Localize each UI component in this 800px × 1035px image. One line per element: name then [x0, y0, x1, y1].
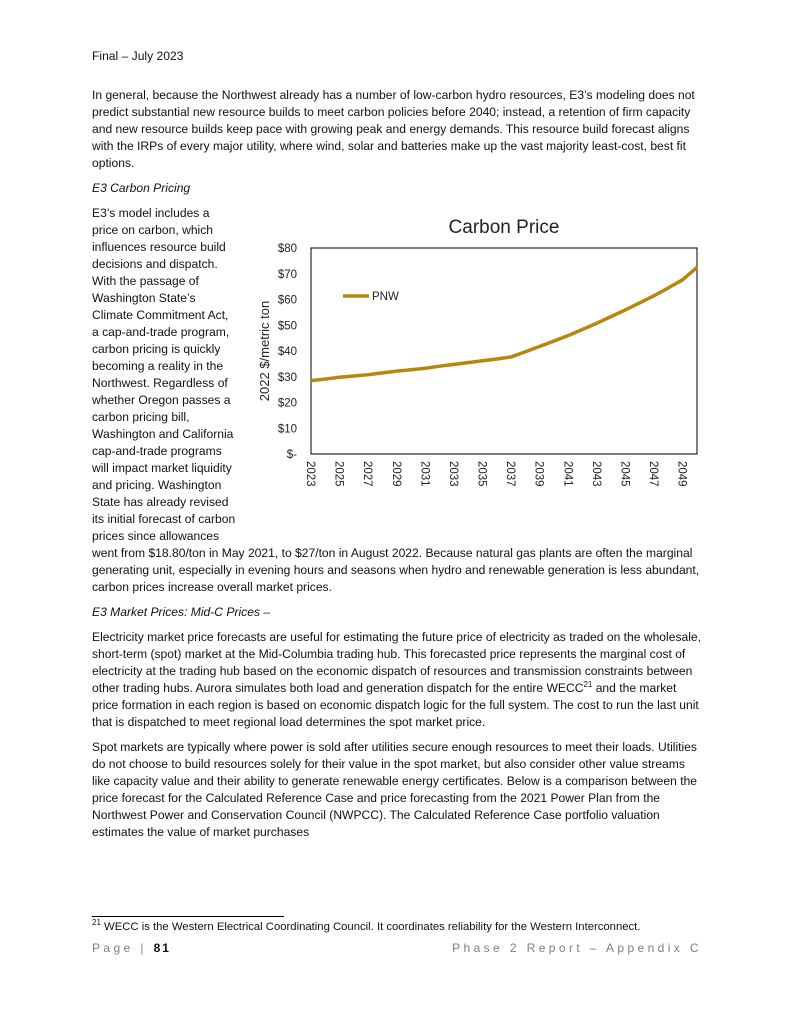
paragraph-spot-markets: Spot markets are typically where power i… — [92, 740, 698, 839]
paragraph-carbon-pricing: E3’s model includes a price on carbon, w… — [92, 206, 700, 594]
y-tick-label: $- — [287, 449, 297, 461]
carbon-price-chart: Carbon Price 2022 $/metric ton $- $10 $20 $… — [257, 217, 699, 487]
footnote-ref[interactable]: 21 — [583, 679, 593, 689]
y-tick-label: $40 — [278, 346, 297, 358]
x-tick-label: 2029 — [390, 461, 402, 487]
footnote-divider — [92, 916, 284, 917]
x-tick-label: 2035 — [476, 461, 488, 487]
footnote: 21 WECC is the Western Electrical Coordi… — [92, 918, 641, 933]
x-tick-label: 2037 — [504, 461, 516, 487]
x-tick-label: 2043 — [590, 461, 602, 487]
y-tick-label: $10 — [278, 423, 297, 435]
y-tick-label: $50 — [278, 320, 297, 332]
x-tick-label: 2039 — [533, 461, 545, 487]
heading-market-prices: E3 Market Prices: Mid-C Prices – — [92, 605, 271, 619]
running-header: Final – July 2023 — [92, 49, 184, 63]
page-number: 81 — [153, 941, 171, 955]
page-label: Page | — [92, 941, 154, 955]
heading-carbon-pricing: E3 Carbon Pricing — [92, 181, 191, 195]
x-tick-label: 2025 — [333, 461, 345, 487]
paragraph-text: and the market price formation in each r… — [92, 681, 699, 729]
legend-label-pnw: PNW — [372, 291, 399, 303]
x-tick-label: 2031 — [418, 461, 430, 487]
plot-area — [310, 247, 698, 455]
x-tick-label: 2041 — [561, 461, 573, 487]
page-body: Final – July 2023 In general, because th… — [92, 48, 702, 849]
footnote-number: 21 — [92, 918, 101, 928]
report-title: Phase 2 Report – Appendix C — [452, 941, 702, 955]
y-tick-label: $80 — [278, 243, 297, 255]
y-axis-label: 2022 $/metric ton — [257, 301, 272, 401]
series-line-pnw — [310, 265, 699, 383]
footnote-text: WECC is the Western Electrical Coordinat… — [100, 921, 641, 933]
paragraph-text: Electricity market price forecasts are u… — [92, 630, 701, 695]
y-tick-label: $70 — [278, 269, 297, 281]
y-tick-label: $60 — [278, 295, 297, 307]
x-tick-label: 2027 — [361, 461, 373, 487]
x-tick-label: 2033 — [447, 461, 459, 487]
x-tick-label: 2045 — [619, 461, 631, 487]
y-tick-label: $30 — [278, 372, 297, 384]
y-tick-label: $20 — [278, 398, 297, 410]
paragraph-market-forecast: Electricity market price forecasts are u… — [92, 629, 702, 731]
x-tick-label: 2023 — [304, 461, 316, 487]
chart-title: Carbon Price — [449, 217, 560, 238]
page-footer: Page | 81 Phase 2 Report – Appendix C — [92, 941, 702, 955]
x-tick-label: 2049 — [676, 461, 688, 487]
paragraph-intro: In general, because the Northwest alread… — [92, 88, 695, 170]
x-tick-label: 2047 — [647, 461, 659, 487]
